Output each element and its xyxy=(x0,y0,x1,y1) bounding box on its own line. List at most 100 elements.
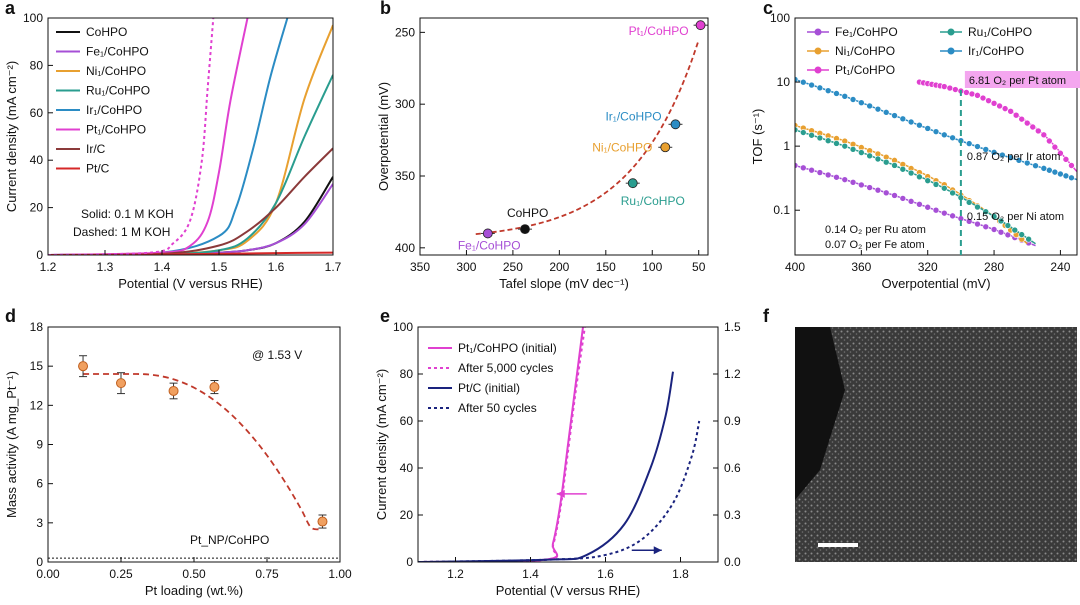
a-legend-entry: Ru₁/CoHPO xyxy=(86,84,150,98)
d-ytick: 15 xyxy=(30,359,44,373)
a-series-line xyxy=(48,18,215,255)
e-legend-entry: Pt₁/CoHPO (initial) xyxy=(458,341,557,355)
b-point xyxy=(670,119,681,130)
a-ytick: 20 xyxy=(30,201,44,215)
e-legend-entry: After 5,000 cycles xyxy=(458,361,553,375)
b-xtick: 150 xyxy=(596,260,616,274)
c-xtick: 280 xyxy=(984,260,1004,274)
e-y2tick: 0.0 xyxy=(724,555,741,569)
a-xtick: 1.7 xyxy=(325,260,342,274)
c-annotation: 0.87 O₂ per Ir atom xyxy=(967,151,1061,163)
d-fit-line xyxy=(83,373,320,531)
a-ylabel: Current density (mA cm⁻²) xyxy=(4,61,19,212)
b-point xyxy=(520,224,530,235)
d-ytick: 3 xyxy=(36,516,43,530)
d-xlabel: Pt loading (wt.%) xyxy=(145,583,243,598)
b-point-label: Pt₁/CoHPO xyxy=(629,24,689,38)
panel-label-e: e xyxy=(380,306,390,326)
a-xtick: 1.5 xyxy=(211,260,228,274)
b-ytick: 400 xyxy=(395,241,415,255)
c-ytick: 10 xyxy=(777,75,791,89)
b-point-label: Ir₁/CoHPO xyxy=(605,109,661,123)
a-xtick: 1.4 xyxy=(154,260,171,274)
a-legend-entry: Ir/C xyxy=(86,142,106,156)
d-frame xyxy=(47,326,341,563)
c-ytick: 1 xyxy=(783,139,790,153)
e-y2tick: 1.2 xyxy=(724,367,741,381)
scale-bar xyxy=(818,543,858,547)
a-annotation: Dashed: 1 M KOH xyxy=(73,225,170,239)
a-xtick: 1.2 xyxy=(40,260,57,274)
panel-label-a: a xyxy=(5,0,16,18)
a-legend-entry: CoHPO xyxy=(86,25,127,39)
b-point-label: Fe₁/CoHPO xyxy=(458,238,521,252)
d-annotation: @ 1.53 V xyxy=(252,348,302,362)
d-ytick: 12 xyxy=(30,398,44,412)
e-y2tick: 0.6 xyxy=(724,461,741,475)
e-y2tick: 0.9 xyxy=(724,414,741,428)
panel-label-f: f xyxy=(763,306,770,326)
b-point xyxy=(660,142,671,153)
d-ytick: 0 xyxy=(36,555,43,569)
d-point xyxy=(209,382,220,393)
e-ytick: 60 xyxy=(400,414,414,428)
a-xtick: 1.3 xyxy=(97,260,114,274)
a-legend-entry: Pt/C xyxy=(86,162,110,176)
b-xtick: 350 xyxy=(410,260,430,274)
c-annotation: 6.81 O₂ per Pt atom xyxy=(969,75,1066,87)
c-annotation: 0.07 O₂ per Fe atom xyxy=(825,239,925,251)
b-fit-line xyxy=(475,39,700,236)
b-ytick: 300 xyxy=(395,97,415,111)
c-legend-entry: Fe₁/CoHPO xyxy=(835,25,898,39)
d-xtick: 0.50 xyxy=(182,567,206,581)
micrograph-panel-f xyxy=(795,327,1077,562)
b-ytick: 250 xyxy=(395,25,415,39)
d-ytick: 6 xyxy=(36,477,43,491)
c-legend-entry: Ru₁/CoHPO xyxy=(968,25,1032,39)
c-pt-annotation-box xyxy=(964,71,1080,88)
e-y2tick: 1.5 xyxy=(724,320,741,334)
e-legend-entry: After 50 cycles xyxy=(458,401,537,415)
a-ytick: 100 xyxy=(23,11,43,25)
e-legend-entry: Pt/C (initial) xyxy=(458,381,520,395)
c-xtick: 240 xyxy=(1050,260,1070,274)
b-ytick: 350 xyxy=(395,169,415,183)
a-ytick: 80 xyxy=(30,58,44,72)
e-ytick: 20 xyxy=(400,508,414,522)
c-ytick: 100 xyxy=(770,11,790,25)
d-ylabel: Mass activity (A mg_Pt⁻¹) xyxy=(4,371,19,518)
e-xtick: 1.8 xyxy=(672,567,689,581)
e-y2tick: 0.3 xyxy=(724,508,741,522)
e-ytick: 100 xyxy=(393,320,413,334)
b-point xyxy=(627,178,638,189)
b-point-label: Ru₁/CoHPO xyxy=(621,194,685,208)
c-legend-entry: Pt₁/CoHPO xyxy=(835,63,895,77)
e-xlabel: Potential (V versus RHE) xyxy=(496,583,641,598)
a-legend-entry: Ir₁/CoHPO xyxy=(86,103,142,117)
b-xlabel: Tafel slope (mV dec⁻¹) xyxy=(499,276,629,291)
c-xtick: 360 xyxy=(851,260,871,274)
b-xtick: 50 xyxy=(692,260,706,274)
a-xtick: 1.6 xyxy=(268,260,285,274)
d-xtick: 0.75 xyxy=(255,567,279,581)
d-point xyxy=(78,361,89,372)
c-legend-entry: Ir₁/CoHPO xyxy=(968,44,1024,58)
panel-label-d: d xyxy=(5,306,16,326)
a-frame xyxy=(47,17,334,256)
a-legend-entry: Fe₁/CoHPO xyxy=(86,45,149,59)
d-point xyxy=(317,516,328,527)
c-legend-entry: Ni₁/CoHPO xyxy=(835,44,895,58)
a-series-line xyxy=(48,18,249,255)
b-ylabel: Overpotential (mV) xyxy=(376,82,391,191)
a-ytick: 60 xyxy=(30,106,44,120)
b-point xyxy=(695,20,706,31)
c-ylabel: TOF (s⁻¹) xyxy=(750,109,765,165)
c-annotation: 0.15 O₂ per Ni atom xyxy=(967,211,1064,223)
c-annotation: 0.14 O₂ per Ru atom xyxy=(825,224,926,236)
a-ytick: 40 xyxy=(30,153,44,167)
c-frame xyxy=(794,17,1078,256)
a-xlabel: Potential (V versus RHE) xyxy=(118,276,263,291)
e-xtick: 1.4 xyxy=(522,567,539,581)
c-xlabel: Overpotential (mV) xyxy=(881,276,990,291)
b-point xyxy=(482,228,493,239)
